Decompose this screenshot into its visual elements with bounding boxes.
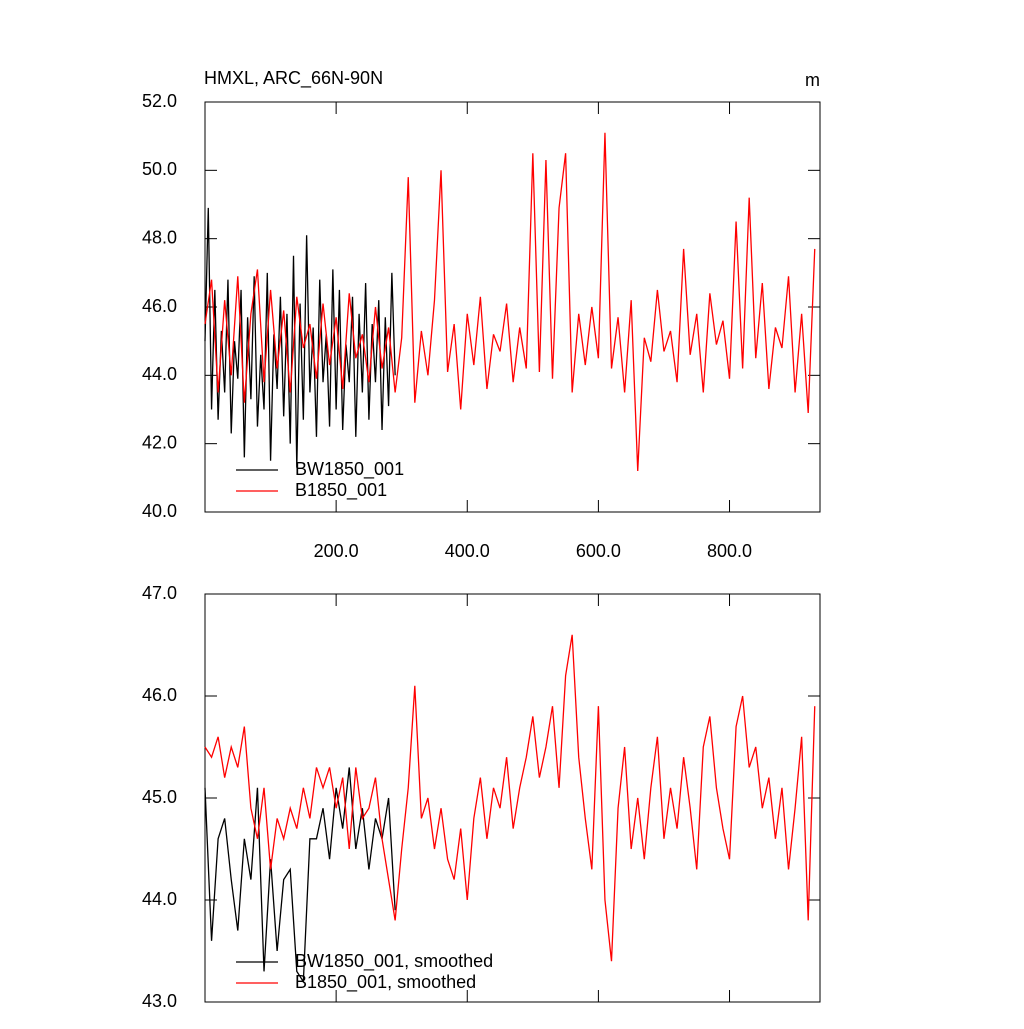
series-line (204, 132, 816, 472)
legend-label: B1850_001 (295, 480, 387, 501)
y-tick-label: 46.0 (142, 685, 177, 705)
plot-frame (204, 593, 821, 1003)
series-line (204, 767, 396, 984)
chart-title: HMXL, ARC_66N-90N (204, 68, 383, 89)
x-tick-label: 800.0 (707, 541, 752, 561)
y-tick-label: 44.0 (142, 889, 177, 909)
y-tick-label: 46.0 (142, 296, 177, 316)
series-line (204, 207, 396, 468)
legend-label: BW1850_001 (295, 459, 404, 480)
y-tick-label: 50.0 (142, 159, 177, 179)
legend-label: B1850_001, smoothed (295, 972, 476, 993)
x-tick-label: 400.0 (445, 541, 490, 561)
x-tick-label: 200.0 (314, 541, 359, 561)
y-tick-label: 52.0 (142, 91, 177, 111)
series-line (204, 634, 816, 962)
y-tick-label: 43.0 (142, 991, 177, 1011)
y-tick-label: 48.0 (142, 227, 177, 247)
y-tick-label: 44.0 (142, 364, 177, 384)
units-label: m (805, 70, 820, 90)
y-tick-label: 47.0 (142, 583, 177, 603)
y-tick-label: 40.0 (142, 501, 177, 521)
x-tick-label: 600.0 (576, 541, 621, 561)
y-tick-label: 45.0 (142, 787, 177, 807)
y-tick-label: 42.0 (142, 432, 177, 452)
legend-label: BW1850_001, smoothed (295, 951, 493, 972)
